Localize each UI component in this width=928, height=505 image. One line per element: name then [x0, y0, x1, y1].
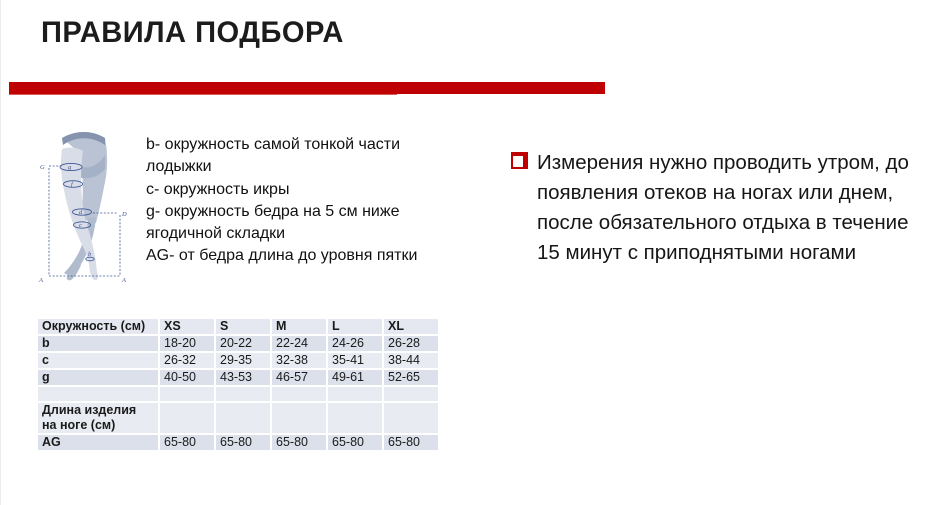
table-row: Длина изделия на ноге (см) — [38, 403, 438, 433]
table-cell — [384, 387, 438, 401]
note-block: Измерения нужно проводить утром, до появ… — [511, 148, 921, 268]
row-label: c — [38, 353, 158, 368]
legend-line: c- окружность икры — [146, 180, 290, 198]
table-cell — [328, 387, 382, 401]
ellipse-d — [72, 208, 92, 216]
label-D: D — [121, 211, 127, 218]
legend-line: b- окружность самой тонкой части лодыжки — [146, 136, 401, 176]
table-cell — [216, 403, 270, 433]
column-header: M — [272, 319, 326, 334]
table-cell: 29-35 — [216, 353, 270, 368]
ellipse-b — [85, 256, 95, 262]
label-f: f — [71, 181, 74, 188]
row-label: b — [38, 336, 158, 351]
table-row: c 26-32 29-35 32-38 35-41 38-44 — [38, 353, 438, 368]
table-cell: 49-61 — [328, 370, 382, 385]
label-d: d — [79, 209, 83, 216]
label-g: g — [68, 164, 72, 171]
red-checkbox-icon — [511, 152, 528, 169]
table-cell: 26-32 — [160, 353, 214, 368]
row-label — [38, 387, 158, 401]
table-row: g 40-50 43-53 46-57 49-61 52-65 — [38, 370, 438, 385]
row-label: g — [38, 370, 158, 385]
column-header: L — [328, 319, 382, 334]
table-cell — [328, 403, 382, 433]
legend-line: AG- от бедра длина до уровня пятки — [146, 247, 418, 265]
table-cell: 46-57 — [272, 370, 326, 385]
label-A-right: A — [121, 277, 126, 284]
table-row: b 18-20 20-22 22-24 24-26 26-28 — [38, 336, 438, 351]
table-cell — [272, 403, 326, 433]
column-header: Окружность (см) — [38, 319, 158, 334]
table-cell: 18-20 — [160, 336, 214, 351]
table-cell — [216, 387, 270, 401]
ellipse-c — [73, 221, 91, 229]
label-A-left: A — [38, 277, 43, 284]
size-table: Окружность (см) XS S M L XL b 18-20 20-22 22-24 24… — [36, 317, 440, 452]
leg-figure — [60, 132, 108, 281]
label-c: c — [79, 222, 82, 229]
ellipse-f — [63, 180, 83, 188]
accent-bar-dark — [9, 82, 605, 94]
table-row: AG 65-80 65-80 65-80 65-80 65-80 — [38, 435, 438, 450]
table-cell: 20-22 — [216, 336, 270, 351]
table-cell: 52-65 — [384, 370, 438, 385]
table-cell — [160, 403, 214, 433]
table-cell: 40-50 — [160, 370, 214, 385]
table-cell: 65-80 — [328, 435, 382, 450]
column-header: XL — [384, 319, 438, 334]
table-cell — [272, 387, 326, 401]
ellipse-g — [59, 162, 83, 172]
table-cell: 26-28 — [384, 336, 438, 351]
table-row — [38, 387, 438, 401]
label-b: b — [88, 251, 92, 258]
table-cell: 38-44 — [384, 353, 438, 368]
note-text: Измерения нужно проводить утром, до появ… — [537, 151, 909, 264]
legs-measurement-diagram: G g f d D c b A A — [38, 132, 127, 284]
row-label: AG — [38, 435, 158, 450]
table-cell: 32-38 — [272, 353, 326, 368]
table-header-row: Окружность (см) XS S M L XL — [38, 319, 438, 334]
table-cell: 35-41 — [328, 353, 382, 368]
measurement-guides: G g f d D c b A A — [38, 162, 127, 284]
table-cell: 65-80 — [272, 435, 326, 450]
table-cell: 43-53 — [216, 370, 270, 385]
column-header: S — [216, 319, 270, 334]
table-cell: 65-80 — [384, 435, 438, 450]
table-cell: 24-26 — [328, 336, 382, 351]
measurement-legend: b- окружность самой тонкой части лодыжки… — [146, 134, 458, 268]
table-cell: 65-80 — [216, 435, 270, 450]
row-label: Длина изделия на ноге (см) — [38, 403, 158, 433]
table-cell — [160, 387, 214, 401]
table-cell: 22-24 — [272, 336, 326, 351]
label-G: G — [40, 164, 45, 171]
page-title: ПРАВИЛА ПОДБОРА — [41, 16, 344, 49]
table-cell: 65-80 — [160, 435, 214, 450]
legend-line: g- окружность бедра на 5 см ниже ягодичн… — [146, 202, 400, 243]
table-cell — [384, 403, 438, 433]
column-header: XS — [160, 319, 214, 334]
